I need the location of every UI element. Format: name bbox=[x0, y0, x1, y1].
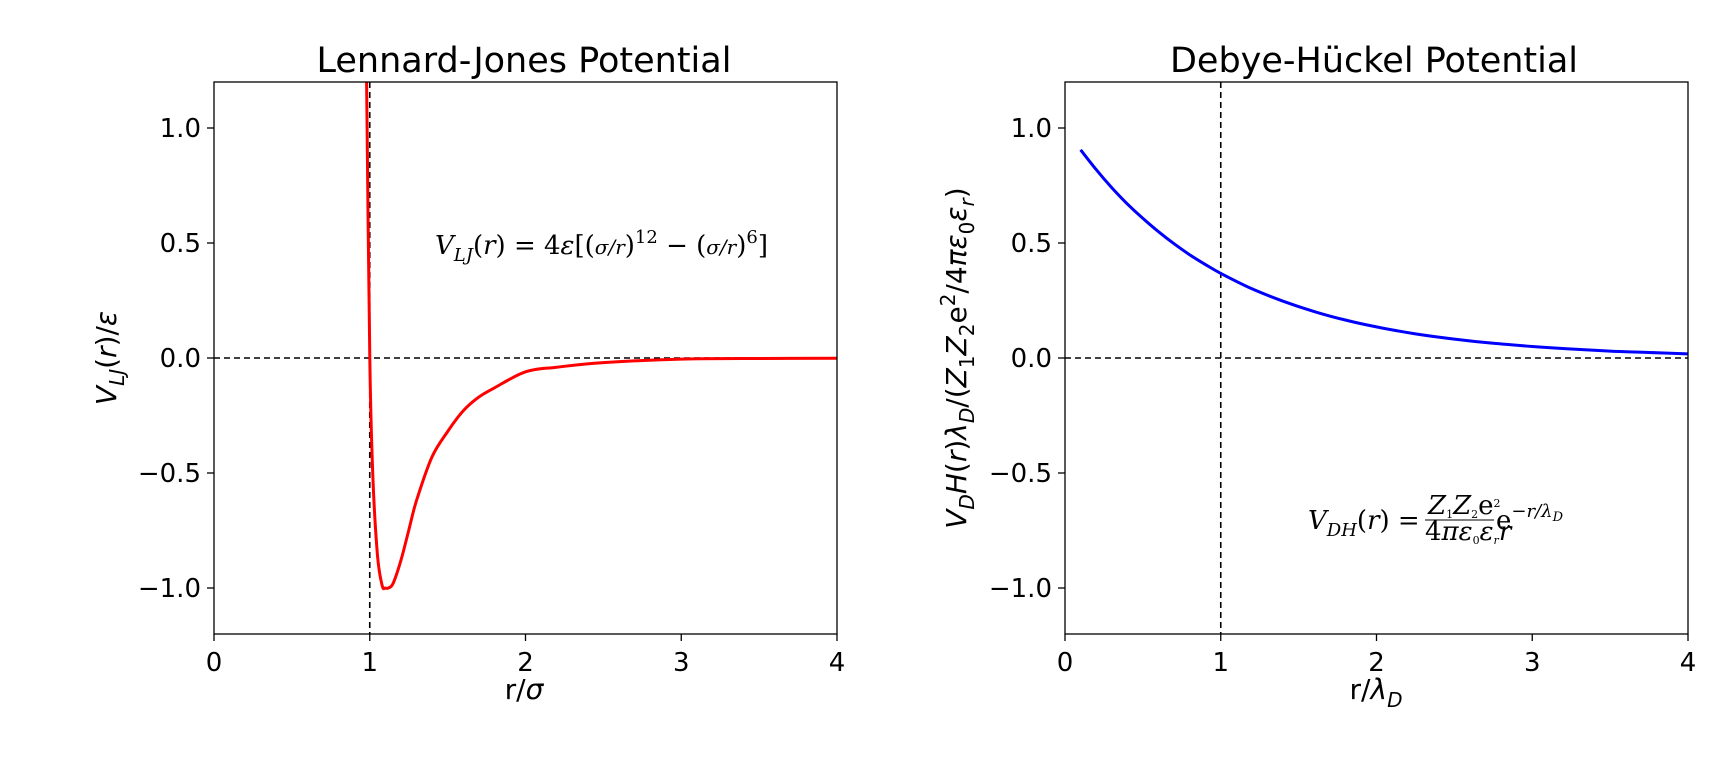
lj-y-tick-label: −0.5 bbox=[138, 459, 201, 489]
dh-y-tick-label: −0.5 bbox=[989, 459, 1052, 489]
dh-x-tick-label: 0 bbox=[1057, 648, 1074, 678]
lj-ticks: 0 1 2 3 4 −1.0 −0.5 0.0 0.5 1.0 bbox=[138, 114, 845, 678]
dh-x-tick-label: 1 bbox=[1212, 648, 1229, 678]
dh-ticks: 0 1 2 3 4 −1.0 −0.5 0.0 0.5 1.0 bbox=[989, 114, 1696, 678]
lj-plot-area bbox=[214, 82, 837, 634]
lj-y-tick-label: 0.0 bbox=[160, 344, 201, 374]
dh-plot-area bbox=[1065, 82, 1688, 634]
lj-x-tick-label: 3 bbox=[673, 648, 690, 678]
dh-title: Debye-Hückel Potential bbox=[1170, 41, 1578, 81]
dh-y-tick-label: 1.0 bbox=[1011, 114, 1052, 144]
lj-y-tick-label: 1.0 bbox=[160, 114, 201, 144]
dh-x-tick-label: 3 bbox=[1524, 648, 1541, 678]
dh-y-tick-label: 0.5 bbox=[1011, 229, 1052, 259]
lennard-jones-panel: Lennard-Jones Potential 0 1 2 3 4 −1.0 −0.5 0.0… bbox=[90, 41, 845, 706]
lj-x-tick-label: 1 bbox=[361, 648, 378, 678]
lj-y-tick-label: 0.5 bbox=[160, 229, 201, 259]
lj-formula-annotation: VLJ(r) = 4ε[(σ/r)12 − (σ/r)6] bbox=[435, 227, 768, 266]
lj-x-axis-label: r/σ bbox=[505, 673, 545, 706]
lj-series-line-0 bbox=[365, 82, 837, 591]
dh-series-line-0 bbox=[1079, 148, 1688, 356]
lj-title: Lennard-Jones Potential bbox=[317, 41, 732, 81]
lj-y-tick-label: −1.0 bbox=[138, 574, 201, 604]
debye-huckel-panel: Debye-Hückel Potential 0 1 2 3 4−1.0−0.50.00… bbox=[936, 41, 1696, 712]
dh-x-tick-label: 4 bbox=[1680, 648, 1697, 678]
dh-x-tick-label: 2 bbox=[1368, 648, 1385, 678]
svg-text:Z1Z2e2: Z1Z2e2 bbox=[1427, 491, 1501, 521]
svg-text:4πε0εrr: 4πε0εrr bbox=[1425, 517, 1513, 547]
lj-y-axis-label: VLJ(r)/ε bbox=[90, 311, 129, 405]
lj-x-tick-label: 4 bbox=[829, 648, 846, 678]
dh-y-tick-label: 0.0 bbox=[1011, 344, 1052, 374]
dh-y-axis-label: VDH(r)λD/(Z1Z2e2/4πε0εr) bbox=[936, 187, 979, 528]
dh-y-tick-label: −1.0 bbox=[989, 574, 1052, 604]
lj-x-tick-label: 2 bbox=[517, 648, 534, 678]
svg-text:VDH(r) =: VDH(r) = bbox=[1308, 506, 1420, 541]
lj-x-tick-label: 0 bbox=[206, 648, 223, 678]
